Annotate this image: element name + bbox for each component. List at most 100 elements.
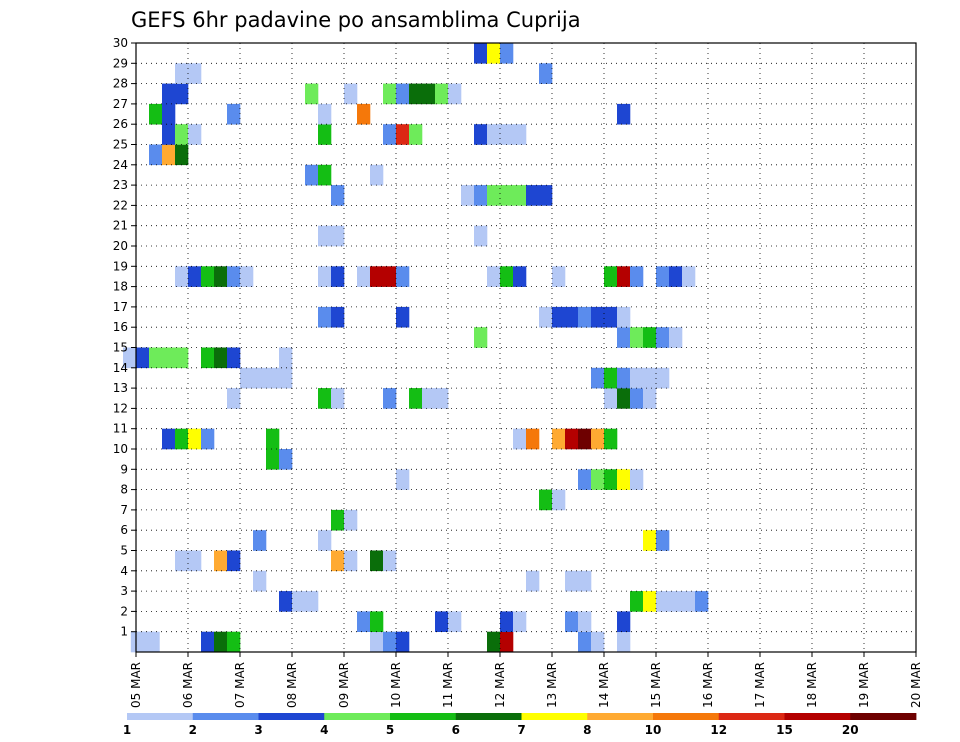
- heatmap-cell: [188, 550, 202, 572]
- heatmap-cell: [513, 266, 527, 287]
- heatmap-cell: [617, 306, 631, 328]
- legend-label: 4: [320, 723, 328, 737]
- heatmap-cell: [617, 611, 631, 632]
- heatmap-cell: [240, 367, 254, 389]
- grid-layer: [136, 42, 916, 652]
- legend-swatch: [192, 713, 259, 720]
- heatmap-cell: [331, 509, 345, 531]
- heatmap-cell: [565, 428, 579, 450]
- heatmap-cell: [318, 124, 332, 145]
- heatmap-cell: [175, 347, 189, 369]
- heatmap-cell: [331, 266, 345, 287]
- heatmap-cell: [279, 367, 293, 389]
- heatmap-cell: [396, 306, 410, 328]
- heatmap-cell: [383, 83, 397, 105]
- heatmap-cell: [630, 327, 644, 348]
- heatmap-cell: [227, 103, 241, 125]
- heatmap-cell: [279, 347, 293, 369]
- heatmap-cell: [656, 591, 670, 612]
- heatmap-cell: [656, 367, 670, 389]
- heatmap-cell: [383, 631, 397, 653]
- heatmap-cell: [175, 63, 189, 84]
- heatmap-cell: [552, 428, 566, 450]
- heatmap-cell: [422, 388, 436, 409]
- heatmap-cell: [214, 266, 228, 287]
- heatmap-cell: [513, 124, 527, 145]
- legend-swatch: [850, 713, 917, 720]
- y-tick-label: 17: [113, 300, 128, 314]
- heatmap-cell: [552, 266, 566, 287]
- heatmap-cell: [409, 83, 423, 105]
- heatmap-cell: [396, 266, 410, 287]
- heatmap-cell: [370, 550, 384, 572]
- heatmap-cell: [591, 469, 605, 490]
- heatmap-cell: [383, 124, 397, 145]
- heatmap-cell: [188, 428, 202, 450]
- y-tick-label: 27: [113, 97, 128, 111]
- y-tick-label: 9: [120, 462, 128, 476]
- y-tick-label: 11: [113, 422, 128, 436]
- color-legend: 1 2 3 4 5 6 7 8 10 12 15 20: [123, 713, 917, 737]
- y-tick-label: 21: [113, 219, 128, 233]
- heatmap-cell: [565, 611, 579, 632]
- heatmap-cell: [604, 367, 618, 389]
- x-tick-label: 11 MAR: [441, 662, 455, 708]
- heatmap-cell: [643, 367, 657, 389]
- y-tick-label: 20: [113, 239, 128, 253]
- heatmap-cell: [136, 347, 150, 369]
- heatmap-cell: [656, 530, 670, 551]
- y-tick-label: 1: [120, 625, 128, 639]
- heatmap-cell: [422, 83, 436, 105]
- heatmap-cell: [357, 103, 371, 125]
- y-tick-label: 12: [113, 401, 128, 415]
- heatmap-cell: [175, 124, 189, 145]
- heatmap-cell: [162, 103, 176, 125]
- heatmap-cell: [448, 611, 462, 632]
- heatmap-cell: [149, 103, 163, 125]
- heatmap-cell: [201, 347, 215, 369]
- heatmap-cell: [474, 225, 488, 247]
- heatmap-cell: [305, 164, 319, 186]
- heatmap-cell: [201, 428, 215, 450]
- y-tick-label: 3: [120, 584, 128, 598]
- legend-label: 20: [842, 723, 859, 737]
- heatmap-cell: [565, 306, 579, 328]
- y-tick-label: 28: [113, 77, 128, 91]
- heatmap-cell: [656, 266, 670, 287]
- heatmap-cell: [344, 83, 358, 105]
- y-tick-label: 10: [113, 442, 128, 456]
- heatmap-cell: [500, 124, 514, 145]
- heatmap-cell: [669, 327, 683, 348]
- heatmap-cell: [396, 631, 410, 653]
- heatmap-cell: [630, 591, 644, 612]
- heatmap-cell: [370, 631, 384, 653]
- heatmap-cell: [318, 306, 332, 328]
- heatmap-cell: [331, 185, 345, 206]
- heatmap-cell: [331, 388, 345, 409]
- y-tick-label: 13: [113, 381, 128, 395]
- heatmap-cell: [591, 306, 605, 328]
- heatmap-cell: [552, 306, 566, 328]
- heatmap-cell: [669, 266, 683, 287]
- heatmap-cell: [513, 611, 527, 632]
- x-tick-label: 19 MAR: [857, 662, 871, 708]
- heatmap-cell: [331, 550, 345, 572]
- heatmap-cell: [175, 266, 189, 287]
- heatmap-cell: [305, 591, 319, 612]
- heatmap-cell: [617, 103, 631, 125]
- heatmap-cell: [604, 428, 618, 450]
- axis-ticks: 1234567891011121314151617181920212223242…: [113, 36, 923, 708]
- y-tick-label: 30: [113, 36, 128, 50]
- heatmap-cell: [253, 570, 267, 592]
- heatmap-cell: [500, 611, 514, 632]
- x-tick-label: 15 MAR: [649, 662, 663, 708]
- heatmap-cell: [500, 631, 514, 653]
- heatmap-cell: [526, 570, 540, 592]
- x-tick-label: 05 MAR: [129, 662, 143, 708]
- heatmap-cell: [474, 327, 488, 348]
- heatmap-cell: [487, 43, 501, 64]
- heatmap-cell: [409, 388, 423, 409]
- heatmap-cell: [357, 611, 371, 632]
- heatmap-cell: [201, 631, 215, 653]
